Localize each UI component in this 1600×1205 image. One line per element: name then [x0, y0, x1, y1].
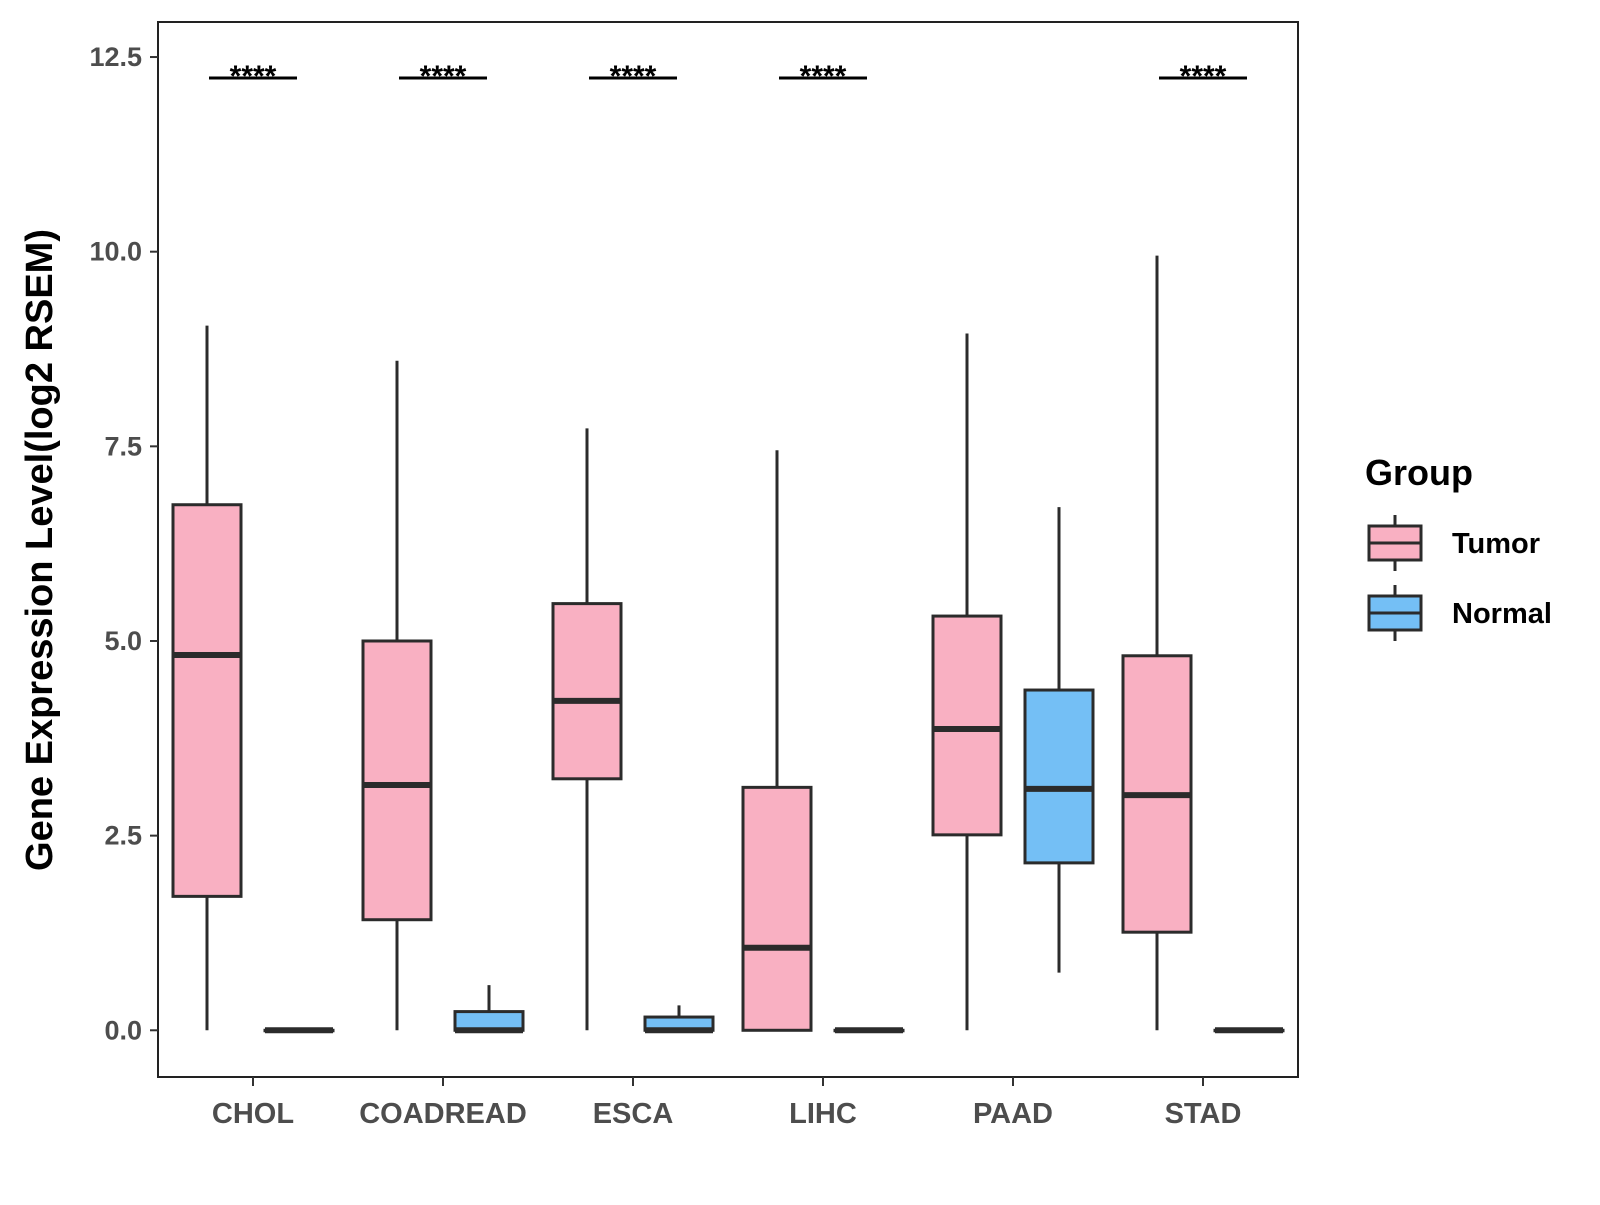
x-tick-label: PAAD: [973, 1098, 1053, 1130]
box-normal-lihc: [833, 1027, 905, 1034]
box-iqr: [551, 602, 623, 781]
legend-title: Group: [1365, 452, 1473, 493]
y-tick-label: 7.5: [104, 431, 142, 461]
legend-key-tumor: [1367, 515, 1423, 571]
significance-label: ****: [230, 60, 277, 93]
box-iqr: [361, 639, 433, 922]
y-tick-label: 5.0: [104, 626, 142, 656]
significance-label: ****: [800, 60, 847, 93]
significance-label: ****: [610, 60, 657, 93]
x-tick-label: STAD: [1165, 1098, 1242, 1130]
box-tumor-stad: [1121, 255, 1193, 1031]
box-normal-coadread: [453, 985, 525, 1034]
x-tick-label: COADREAD: [359, 1098, 527, 1130]
y-tick-label: 0.0: [104, 1015, 142, 1045]
plot-panel-border: [157, 21, 1299, 1078]
x-tick-label: LIHC: [789, 1098, 857, 1130]
legend-key-normal: [1367, 585, 1423, 641]
box-normal-paad: [1023, 507, 1095, 973]
box-tumor-chol: [171, 325, 243, 1031]
legend-label-normal: Normal: [1452, 598, 1552, 630]
box-normal-esca: [643, 1005, 715, 1034]
y-tick-label: 2.5: [104, 821, 142, 851]
box-tumor-lihc: [741, 450, 813, 1032]
box-iqr: [741, 785, 813, 1032]
x-tick-label: CHOL: [212, 1098, 294, 1130]
box-normal-stad: [1213, 1027, 1285, 1034]
box-normal-chol: [263, 1027, 335, 1034]
box-tumor-paad: [931, 333, 1003, 1031]
legend-label-tumor: Tumor: [1452, 528, 1540, 560]
y-tick-label: 10.0: [89, 237, 142, 267]
box-tumor-esca: [551, 428, 623, 1031]
box-iqr: [171, 503, 243, 898]
y-axis-label: Gene Expression Level(log2 RSEM): [19, 229, 61, 871]
x-tick-label: ESCA: [593, 1098, 674, 1130]
y-tick-label: 12.5: [89, 42, 142, 72]
box-tumor-coadread: [361, 360, 433, 1031]
box-iqr: [931, 614, 1003, 837]
significance-label: ****: [1180, 60, 1227, 93]
significance-label: ****: [420, 60, 467, 93]
box-iqr: [1023, 688, 1095, 865]
